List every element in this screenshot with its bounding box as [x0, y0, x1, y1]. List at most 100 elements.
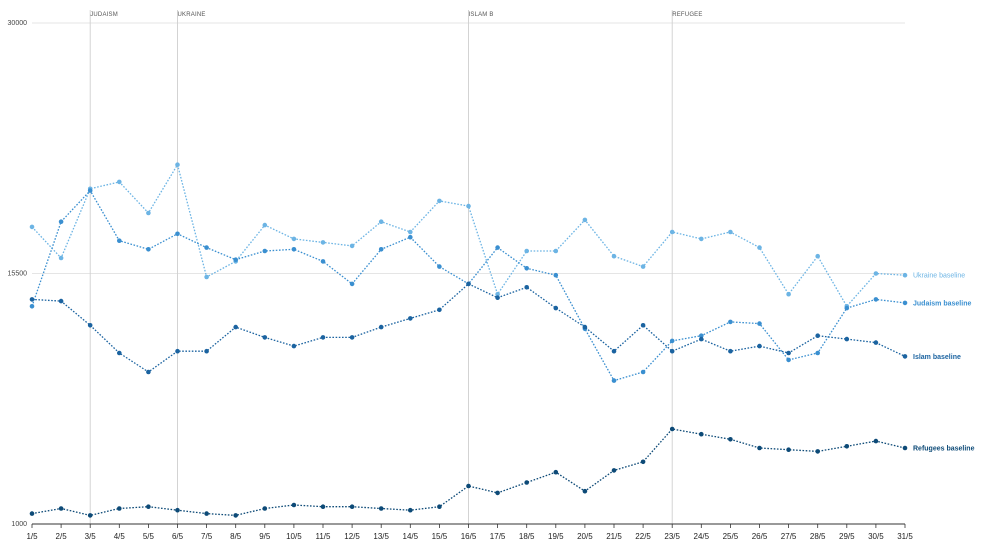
data-point — [815, 253, 820, 259]
y-tick-label: 15500 — [8, 271, 28, 278]
data-point — [699, 236, 704, 242]
x-tick-label: 9/5 — [259, 532, 271, 541]
data-point — [408, 229, 413, 235]
data-point — [844, 336, 850, 342]
series-label-layer: Ukraine baseline Judaism baseline Islam ba… — [913, 273, 975, 453]
data-point — [117, 506, 122, 511]
data-point — [873, 271, 879, 276]
data-point — [291, 236, 297, 242]
x-tick-label: 24/5 — [694, 532, 710, 541]
x-tick-label: 6/5 — [172, 532, 184, 541]
x-tick-label: 30/5 — [868, 532, 884, 541]
data-point — [553, 272, 559, 278]
data-point — [320, 335, 326, 340]
data-point — [175, 231, 180, 237]
data-point — [117, 350, 122, 356]
data-point — [233, 513, 238, 518]
annotation-label: UKRAINE — [178, 12, 206, 18]
data-point — [320, 504, 326, 510]
x-tick-label: 5/5 — [143, 532, 155, 541]
data-point — [699, 431, 704, 437]
data-point — [873, 297, 879, 302]
data-point — [175, 348, 180, 354]
data-point — [437, 264, 442, 269]
data-point — [640, 264, 646, 269]
data-point — [204, 274, 209, 280]
data-point — [728, 319, 733, 325]
data-point — [146, 210, 151, 216]
x-tick-label: 20/5 — [577, 532, 593, 541]
x-tick-label: 7/5 — [201, 532, 213, 541]
annotation-label: JUDAISM — [90, 12, 118, 18]
data-point — [262, 335, 268, 340]
data-point — [902, 354, 908, 359]
data-point — [29, 304, 35, 309]
data-point — [291, 502, 297, 508]
x-tick-label: 11/5 — [316, 532, 332, 541]
data-point — [87, 513, 93, 518]
data-point — [902, 272, 908, 278]
data-point — [29, 224, 35, 230]
data-point — [524, 285, 529, 290]
data-point — [408, 507, 413, 513]
data-point — [146, 247, 151, 252]
data-point — [495, 295, 500, 301]
data-point — [29, 511, 35, 516]
data-point — [757, 445, 762, 451]
x-tick-label: 21/5 — [606, 532, 622, 541]
x-tick-label: 25/5 — [723, 532, 739, 541]
data-point — [495, 490, 500, 496]
x-tick-label: 4/5 — [114, 532, 126, 541]
data-point — [408, 316, 413, 321]
x-tick-label: 22/5 — [635, 532, 651, 541]
x-tick-label: 8/5 — [230, 532, 242, 541]
data-point — [349, 335, 355, 340]
data-point — [175, 507, 180, 513]
data-point — [87, 323, 93, 328]
data-point — [873, 438, 879, 444]
data-point — [640, 323, 646, 328]
axis-layer: 1000 15500 30000 1/5 2/5 3/5 4/5 5/5 6/5 7/5 8/5 9/… — [8, 20, 914, 541]
data-point — [553, 248, 559, 254]
data-point — [204, 348, 209, 354]
y-tick-label: 30000 — [8, 20, 28, 27]
data-point — [640, 369, 646, 375]
data-point — [786, 357, 791, 363]
data-point — [669, 229, 675, 235]
series-group — [29, 281, 908, 375]
data-point — [495, 291, 500, 297]
data-point — [466, 483, 471, 489]
annotation-layer: JUDAISM UKRAINE ISLAM B REFUGEE — [89, 10, 702, 524]
data-point — [757, 321, 762, 326]
x-tick-label: 15/5 — [432, 532, 448, 541]
data-point — [437, 198, 442, 204]
data-point — [757, 343, 762, 349]
data-point — [58, 255, 64, 261]
series-layer — [29, 162, 908, 518]
data-point — [204, 245, 209, 250]
data-point — [262, 248, 268, 254]
data-point — [611, 468, 617, 473]
data-point — [786, 350, 791, 356]
data-point — [582, 217, 588, 223]
x-tick-label: 18/5 — [519, 532, 535, 541]
data-point — [553, 305, 559, 311]
data-point — [669, 348, 675, 354]
data-point — [669, 338, 675, 344]
data-point — [233, 324, 238, 330]
data-point — [349, 243, 355, 249]
data-point — [262, 222, 268, 228]
data-point — [524, 248, 529, 254]
data-point — [582, 488, 588, 494]
data-point — [611, 253, 617, 259]
y-tick-label: 1000 — [11, 521, 27, 528]
data-point — [728, 437, 733, 442]
series-label: Refugees baseline — [913, 445, 975, 452]
data-point — [58, 506, 64, 511]
data-point — [669, 426, 675, 432]
x-tick-label: 27/5 — [781, 532, 797, 541]
data-point — [291, 343, 297, 349]
x-tick-label: 3/5 — [85, 532, 97, 541]
data-point — [117, 179, 122, 185]
data-point — [466, 281, 471, 287]
